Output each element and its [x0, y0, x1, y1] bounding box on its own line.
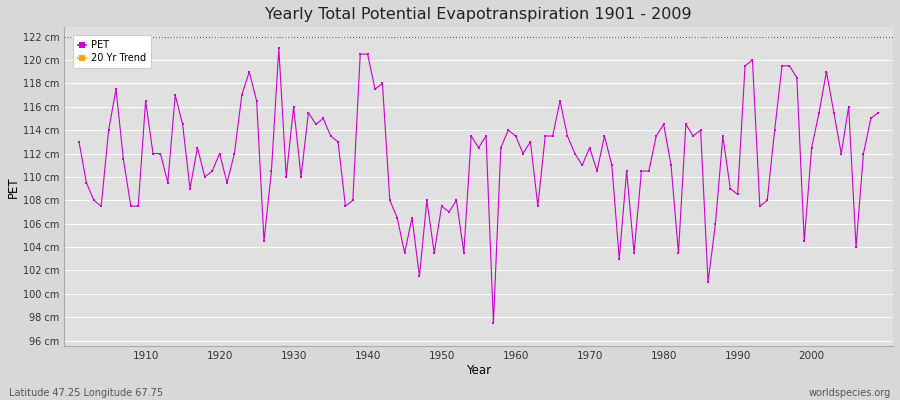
Y-axis label: PET: PET — [7, 176, 20, 198]
Text: worldspecies.org: worldspecies.org — [809, 388, 891, 398]
X-axis label: Year: Year — [466, 364, 491, 377]
Text: Latitude 47.25 Longitude 67.75: Latitude 47.25 Longitude 67.75 — [9, 388, 163, 398]
Title: Yearly Total Potential Evapotranspiration 1901 - 2009: Yearly Total Potential Evapotranspiratio… — [266, 7, 692, 22]
Legend: PET, 20 Yr Trend: PET, 20 Yr Trend — [73, 35, 150, 68]
